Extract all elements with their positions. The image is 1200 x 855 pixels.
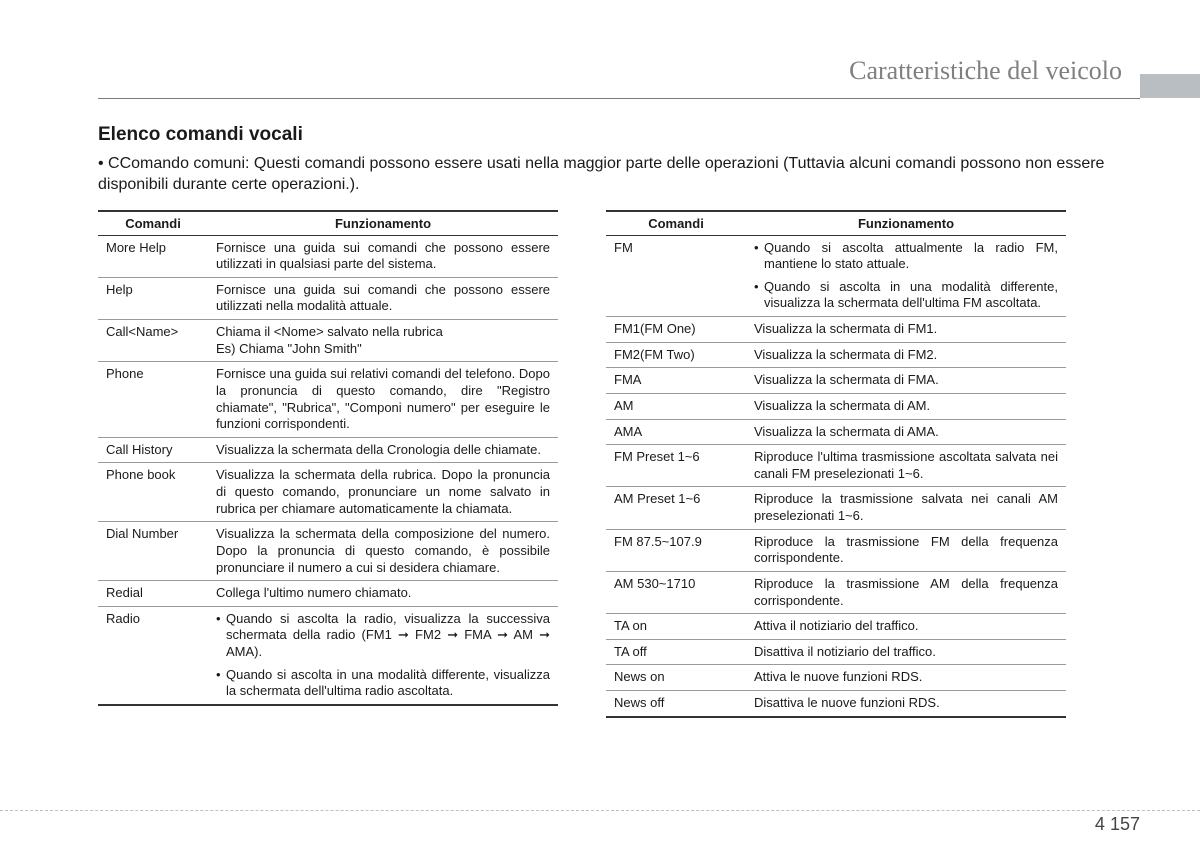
col-header-cmd: Comandi	[606, 211, 746, 236]
cell-cmd: FM 87.5~107.9	[606, 529, 746, 571]
table-row: FM•Quando si ascolta attualmente la radi…	[606, 235, 1066, 317]
cell-cmd: Dial Number	[98, 522, 208, 581]
table-row: HelpFornisce una guida sui comandi che p…	[98, 277, 558, 319]
cell-func: Collega l'ultimo numero chiamato.	[208, 581, 558, 607]
table-row: AM 530~1710Riproduce la trasmissione AM …	[606, 571, 1066, 613]
cell-func: Disattiva le nuove funzioni RDS.	[746, 691, 1066, 717]
cell-cmd: TA on	[606, 614, 746, 640]
cell-func: Fornisce una guida sui relativi comandi …	[208, 362, 558, 438]
col-header-func: Funzionamento	[746, 211, 1066, 236]
content-area: Elenco comandi vocali • CComando comuni:…	[98, 124, 1140, 718]
table-row: Call HistoryVisualizza la schermata dell…	[98, 437, 558, 463]
cell-func: Visualizza la schermata della rubrica. D…	[208, 463, 558, 522]
cell-cmd: FM1(FM One)	[606, 317, 746, 343]
right-table-wrap: ComandiFunzionamentoFM•Quando si ascolta…	[606, 210, 1066, 718]
tables-row: ComandiFunzionamentoMore HelpFornisce un…	[98, 210, 1140, 718]
table-row: TA offDisattiva il notiziario del traffi…	[606, 639, 1066, 665]
commands-table-right: ComandiFunzionamentoFM•Quando si ascolta…	[606, 210, 1066, 718]
commands-table-left: ComandiFunzionamentoMore HelpFornisce un…	[98, 210, 558, 706]
cell-cmd: AM Preset 1~6	[606, 487, 746, 529]
table-row: News offDisattiva le nuove funzioni RDS.	[606, 691, 1066, 717]
cell-func: Riproduce la trasmissione AM della frequ…	[746, 571, 1066, 613]
table-row: News onAttiva le nuove funzioni RDS.	[606, 665, 1066, 691]
cell-func: Chiama il <Nome> salvato nella rubricaEs…	[208, 320, 558, 362]
cell-cmd: Call History	[98, 437, 208, 463]
section-title: Elenco comandi vocali	[98, 124, 1140, 146]
table-row: FM Preset 1~6Riproduce l'ultima trasmiss…	[606, 445, 1066, 487]
manual-page: Caratteristiche del veicolo Elenco coman…	[0, 0, 1200, 855]
cell-cmd: Call<Name>	[98, 320, 208, 362]
cell-func: Riproduce la trasmissione salvata nei ca…	[746, 487, 1066, 529]
cell-cmd: AMA	[606, 419, 746, 445]
table-row: FM 87.5~107.9Riproduce la trasmissione F…	[606, 529, 1066, 571]
cell-cmd: Phone	[98, 362, 208, 438]
table-row: Dial NumberVisualizza la schermata della…	[98, 522, 558, 581]
left-table-wrap: ComandiFunzionamentoMore HelpFornisce un…	[98, 210, 558, 718]
cell-cmd: FMA	[606, 368, 746, 394]
table-row: PhoneFornisce una guida sui relativi com…	[98, 362, 558, 438]
cell-func: Disattiva il notiziario del traffico.	[746, 639, 1066, 665]
header-rule	[98, 98, 1140, 99]
cell-func: Attiva il notiziario del traffico.	[746, 614, 1066, 640]
table-row: TA onAttiva il notiziario del traffico.	[606, 614, 1066, 640]
cell-func: Visualizza la schermata di FM1.	[746, 317, 1066, 343]
section-number: 4	[1095, 814, 1105, 834]
cell-cmd: Radio	[98, 606, 208, 705]
cell-func: Visualizza la schermata di AMA.	[746, 419, 1066, 445]
table-row: More HelpFornisce una guida sui comandi …	[98, 235, 558, 277]
page-number: 157	[1110, 814, 1140, 834]
cell-func: Attiva le nuove funzioni RDS.	[746, 665, 1066, 691]
chapter-title: Caratteristiche del veicolo	[849, 56, 1122, 86]
table-row: Phone bookVisualizza la schermata della …	[98, 463, 558, 522]
table-row: Call<Name>Chiama il <Nome> salvato nella…	[98, 320, 558, 362]
cell-func: Fornisce una guida sui comandi che posso…	[208, 235, 558, 277]
cell-cmd: FM2(FM Two)	[606, 342, 746, 368]
cut-line	[0, 810, 1200, 811]
cell-func: Visualizza la schermata della composizio…	[208, 522, 558, 581]
cell-cmd: Help	[98, 277, 208, 319]
table-row: AMVisualizza la schermata di AM.	[606, 393, 1066, 419]
cell-func: Visualizza la schermata di FM2.	[746, 342, 1066, 368]
table-row: AM Preset 1~6Riproduce la trasmissione s…	[606, 487, 1066, 529]
side-tab	[1140, 74, 1200, 98]
cell-cmd: AM	[606, 393, 746, 419]
cell-cmd: More Help	[98, 235, 208, 277]
cell-cmd: FM	[606, 235, 746, 317]
cell-cmd: News off	[606, 691, 746, 717]
table-row: AMAVisualizza la schermata di AMA.	[606, 419, 1066, 445]
table-row: FM1(FM One)Visualizza la schermata di FM…	[606, 317, 1066, 343]
col-header-func: Funzionamento	[208, 211, 558, 236]
cell-cmd: Redial	[98, 581, 208, 607]
cell-cmd: FM Preset 1~6	[606, 445, 746, 487]
col-header-cmd: Comandi	[98, 211, 208, 236]
cell-func: •Quando si ascolta la radio, visualizza …	[208, 606, 558, 705]
cell-func: Visualizza la schermata di AM.	[746, 393, 1066, 419]
table-row: FM2(FM Two)Visualizza la schermata di FM…	[606, 342, 1066, 368]
cell-func: •Quando si ascolta attualmente la radio …	[746, 235, 1066, 317]
cell-cmd: TA off	[606, 639, 746, 665]
table-row: RedialCollega l'ultimo numero chiamato.	[98, 581, 558, 607]
cell-func: Visualizza la schermata di FMA.	[746, 368, 1066, 394]
intro-text: • CComando comuni: Questi comandi posson…	[98, 154, 1140, 196]
table-row: Radio•Quando si ascolta la radio, visual…	[98, 606, 558, 705]
cell-cmd: AM 530~1710	[606, 571, 746, 613]
table-row: FMAVisualizza la schermata di FMA.	[606, 368, 1066, 394]
cell-func: Visualizza la schermata della Cronologia…	[208, 437, 558, 463]
cell-func: Riproduce la trasmissione FM della frequ…	[746, 529, 1066, 571]
cell-cmd: News on	[606, 665, 746, 691]
cell-func: Riproduce l'ultima trasmissione ascoltat…	[746, 445, 1066, 487]
page-footer: 4 157	[1095, 814, 1140, 835]
cell-func: Fornisce una guida sui comandi che posso…	[208, 277, 558, 319]
cell-cmd: Phone book	[98, 463, 208, 522]
